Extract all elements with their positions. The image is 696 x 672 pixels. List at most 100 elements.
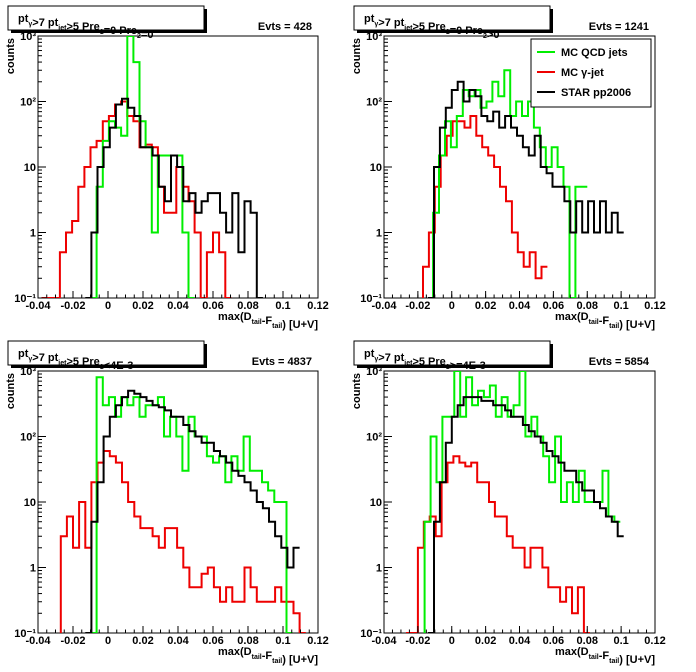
y-axis: 10⁻¹ 1 10 10² 10³ (360, 366, 392, 640)
y-tick-label: 1 (376, 228, 382, 240)
x-tick-label: 0.06 (202, 635, 223, 647)
x-axis: -0.04 -0.02 0 0.02 0.04 0.06 0.08 0.1 0.12 (25, 291, 329, 312)
x-tick-label: 0 (449, 635, 455, 647)
title-box (7, 5, 205, 31)
series-star-line (428, 80, 624, 298)
y-axis: 10⁻¹ 1 10 10² 10³ (14, 366, 46, 640)
title-part: >0 (487, 29, 500, 41)
histogram-panel-3: -0.04 -0.02 0 0.02 0.04 0.06 0.08 0.1 0.1210⁻¹11… (5, 340, 329, 666)
panel-title: ptγ>7 ptjet>5 Pre1>=4E-3 (364, 348, 486, 372)
x-tick-label: -0.02 (405, 300, 430, 312)
title-part: >5 Pre (412, 356, 445, 368)
title-subscript: jet (57, 25, 67, 32)
y-tick-label: 10⁻¹ (360, 293, 382, 305)
x-tick-label: 0.1 (613, 300, 628, 312)
x-tick-label: 0.08 (577, 635, 598, 647)
y-axis-label: counts (351, 373, 363, 409)
y-tick-label: 10³ (366, 31, 382, 43)
title-part: <4E-3 (104, 360, 134, 372)
title-subscript: 2 (483, 33, 487, 40)
title-part: pt (364, 13, 375, 25)
title-part: =0 (141, 29, 154, 41)
title-box (353, 340, 551, 366)
x-axis: -0.04 -0.02 0 0.02 0.04 0.06 0.08 0.1 0.12 (371, 291, 666, 312)
legend-label: MC γ-jet (561, 67, 604, 79)
x-label-part: ) [U+V] (619, 319, 655, 331)
x-label-part: ) [U+V] (282, 654, 318, 666)
x-label-part: max(D (555, 646, 589, 658)
title-subscript: jet (403, 25, 413, 32)
x-tick-label: 0.08 (577, 300, 598, 312)
x-axis-label: max(Dtail-Ftail) [U+V] (555, 311, 655, 331)
x-label-part: -F (262, 315, 273, 327)
x-tick-label: 0.02 (475, 635, 496, 647)
y-tick-label: 10³ (20, 366, 36, 378)
x-label-part: -F (599, 650, 610, 662)
x-label-part: ) [U+V] (619, 654, 655, 666)
legend-label: MC QCD jets (561, 47, 628, 59)
series-group (59, 376, 306, 633)
title-subscript: 1 (446, 29, 450, 36)
title-part: >5 Pre (412, 21, 445, 33)
title-subscript: jet (57, 360, 67, 367)
x-tick-label: 0 (105, 635, 111, 647)
y-tick-label: 10² (366, 432, 382, 444)
events-count: Evts = 1241 (589, 21, 649, 33)
x-label-part: ) [U+V] (282, 319, 318, 331)
y-tick-label: 10 (24, 162, 36, 174)
histogram-panel-1: -0.04 -0.02 0 0.02 0.04 0.06 0.08 0.1 0.1210⁻¹11… (5, 5, 329, 331)
y-tick-label: 10² (20, 97, 36, 109)
title-part: >7 pt (378, 352, 404, 364)
title-part: >=4E-3 (450, 360, 486, 372)
y-tick-label: 10⁻¹ (14, 628, 36, 640)
x-label-part: -F (262, 650, 273, 662)
histogram-panel-4: -0.04 -0.02 0 0.02 0.04 0.06 0.08 0.1 0.1210⁻¹11… (351, 340, 666, 666)
x-label-subscript: tail (589, 654, 599, 661)
x-label-subscript: tail (252, 654, 262, 661)
x-tick-label: 0.12 (644, 635, 665, 647)
y-tick-label: 10 (370, 497, 382, 509)
series-star-line (428, 396, 624, 633)
x-tick-label: 0.02 (475, 300, 496, 312)
x-tick-label: 0.02 (132, 300, 153, 312)
x-tick-label: 0.06 (202, 300, 223, 312)
legend-label: STAR pp2006 (561, 87, 631, 99)
x-tick-label: 0.06 (543, 635, 564, 647)
x-tick-label: 0.04 (509, 300, 531, 312)
x-tick-label: 0.12 (307, 635, 328, 647)
title-part: >7 pt (378, 17, 404, 29)
panel-title: ptγ>7 ptjet>5 Pre1=0 Pre2=0 (18, 13, 154, 41)
x-tick-label: -0.04 (25, 635, 51, 647)
panel-title: ptγ>7 ptjet>5 Pre1<4E-3 (18, 348, 133, 372)
x-tick-label: -0.02 (60, 635, 85, 647)
title-part: >7 pt (32, 352, 58, 364)
events-count: Evts = 4837 (252, 356, 312, 368)
y-tick-label: 10³ (20, 31, 36, 43)
title-box (7, 340, 205, 366)
x-label-subscript: tail (589, 319, 599, 326)
x-label-subscript: tail (272, 323, 282, 330)
title-subscript: 1 (446, 364, 450, 371)
x-tick-label: -0.04 (371, 635, 397, 647)
title-part: pt (18, 348, 29, 360)
x-tick-label: 0.1 (275, 635, 290, 647)
series-star-line (85, 389, 300, 633)
y-axis: 10⁻¹ 1 10 10² 10³ (14, 31, 46, 305)
x-tick-label: 0.08 (237, 300, 258, 312)
x-label-subscript: tail (609, 323, 619, 330)
x-label-subscript: tail (272, 658, 282, 665)
y-tick-label: 1 (376, 563, 382, 575)
y-tick-label: 10 (370, 162, 382, 174)
legend: MC QCD jets MC γ-jet STAR pp2006 (530, 38, 652, 108)
x-axis-label: max(Dtail-Ftail) [U+V] (218, 311, 318, 331)
x-tick-label: 0.08 (237, 635, 258, 647)
x-tick-label: 0.02 (132, 635, 153, 647)
x-label-subscript: tail (252, 319, 262, 326)
plot-frame (383, 370, 656, 634)
x-label-part: max(D (218, 646, 252, 658)
series-group (406, 371, 624, 633)
x-tick-label: 0.04 (509, 635, 531, 647)
x-tick-label: 0.1 (275, 300, 290, 312)
series-qcd-line (423, 371, 621, 633)
x-tick-label: 0.1 (613, 635, 628, 647)
